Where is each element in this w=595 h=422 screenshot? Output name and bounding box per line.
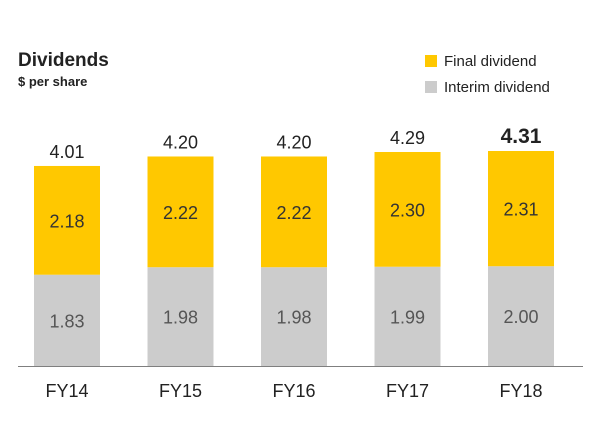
bar-final-fy16 — [261, 156, 327, 268]
total-label-fy18: 4.31 — [501, 125, 542, 148]
bar-label-final-fy17: 2.30 — [390, 200, 425, 220]
legend: Final dividend Interim dividend — [425, 52, 550, 104]
legend-item-final: Final dividend — [425, 52, 550, 70]
bar-interim-fy16 — [261, 267, 327, 366]
bar-label-interim-fy14: 1.83 — [49, 311, 84, 331]
legend-swatch-final — [425, 55, 437, 67]
bar-interim-fy18 — [488, 266, 554, 366]
legend-swatch-interim — [425, 81, 437, 93]
x-tick-fy17: FY17 — [386, 381, 429, 401]
bar-final-fy14 — [34, 165, 100, 275]
legend-label-final: Final dividend — [444, 52, 537, 70]
bar-final-fy18 — [488, 151, 554, 267]
total-label-fy16: 4.20 — [276, 132, 311, 152]
bar-label-final-fy15: 2.22 — [163, 203, 198, 223]
bar-label-interim-fy15: 1.98 — [163, 308, 198, 328]
x-tick-fy14: FY14 — [45, 381, 88, 401]
bar-label-interim-fy17: 1.99 — [390, 307, 425, 327]
bar-interim-fy14 — [34, 274, 100, 366]
total-label-fy14: 4.01 — [49, 142, 84, 162]
bar-label-final-fy16: 2.22 — [276, 203, 311, 223]
total-label-fy15: 4.20 — [163, 132, 198, 152]
bar-label-final-fy18: 2.31 — [503, 200, 538, 220]
legend-item-interim: Interim dividend — [425, 78, 550, 96]
bar-final-fy15 — [147, 156, 214, 268]
x-tick-fy18: FY18 — [499, 381, 542, 401]
bar-interim-fy15 — [147, 267, 214, 366]
x-tick-fy16: FY16 — [272, 381, 315, 401]
bar-interim-fy17 — [374, 266, 441, 366]
chart-title: Dividends — [18, 50, 109, 71]
total-label-fy17: 4.29 — [390, 128, 425, 148]
bar-label-interim-fy18: 2.00 — [503, 307, 538, 327]
bar-label-interim-fy16: 1.98 — [276, 308, 311, 328]
x-tick-fy15: FY15 — [159, 381, 202, 401]
bar-label-final-fy14: 2.18 — [49, 211, 84, 231]
bar-final-fy17 — [374, 151, 441, 267]
chart-subtitle: $ per share — [18, 74, 88, 89]
legend-label-interim: Interim dividend — [444, 78, 550, 96]
